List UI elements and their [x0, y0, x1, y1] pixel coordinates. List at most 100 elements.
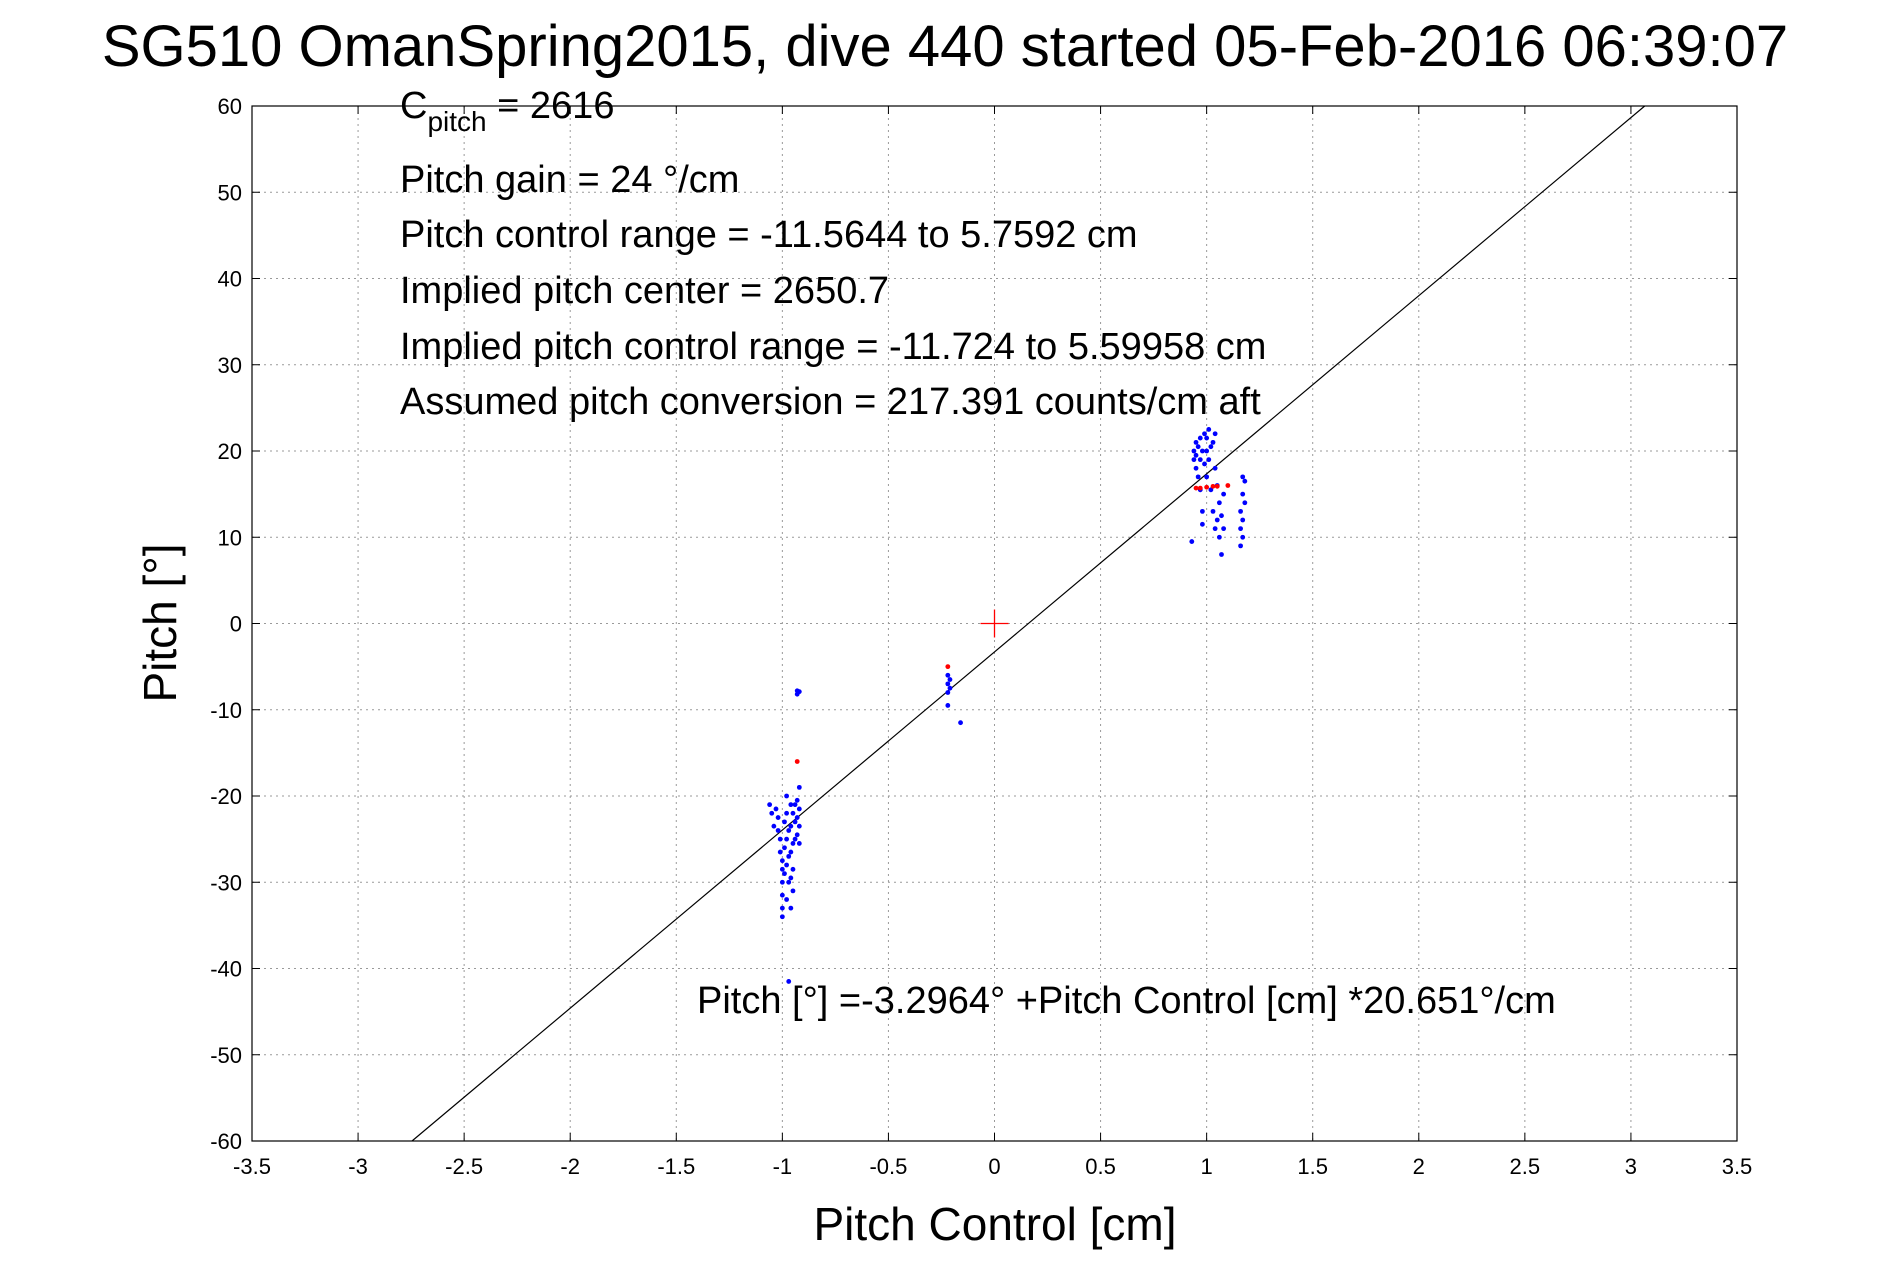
data-point	[794, 815, 800, 820]
plot-frame	[251, 105, 1738, 1142]
y-tick-label: 40	[218, 267, 242, 292]
y-tick-label: 60	[218, 94, 242, 119]
data-point	[792, 819, 798, 825]
data-point	[1242, 478, 1248, 484]
data-point	[794, 797, 800, 803]
data-point	[777, 849, 783, 855]
x-tick-label: 1.5	[1297, 1154, 1328, 1179]
fit-line-layer	[411, 105, 1646, 1142]
data-point	[792, 836, 798, 842]
data-point	[1206, 457, 1212, 463]
fit-equation-annotation: Pitch [°] =-3.2964° +Pitch Control [cm] …	[697, 980, 1556, 1022]
c-pitch-sub: pitch	[427, 106, 486, 137]
x-tick-label: 3.5	[1722, 1154, 1753, 1179]
x-tick-label: -2	[560, 1154, 580, 1179]
pitch-control-range-annotation: Pitch control range = -11.5644 to 5.7592…	[400, 214, 1138, 256]
x-tick-label: 2	[1413, 1154, 1425, 1179]
y-tick-label: 20	[218, 439, 242, 464]
data-point	[1219, 513, 1224, 519]
data-point	[1212, 526, 1218, 532]
x-tick-label: 2.5	[1510, 1154, 1541, 1179]
data-point	[1206, 427, 1212, 432]
data-point	[784, 836, 789, 842]
x-tick-label: 0.5	[1085, 1154, 1116, 1179]
x-tick-label: -0.5	[869, 1154, 907, 1179]
c-pitch-annotation: Cpitch = 2616	[400, 85, 614, 137]
y-tick-label: -10	[210, 698, 242, 723]
data-point	[1214, 517, 1220, 523]
data-point	[1240, 491, 1246, 497]
x-tick-label: -3	[348, 1154, 368, 1179]
data-point	[1221, 526, 1227, 532]
data-point	[796, 806, 802, 812]
data-point	[1216, 534, 1222, 540]
y-tick-label: -20	[210, 784, 242, 809]
y-tick-labels: -60 -50 -40 -30 -20 -10 0 10 20 30 40 50 60	[210, 94, 242, 1154]
data-point	[796, 784, 802, 790]
data-point	[1240, 534, 1246, 540]
data-point	[782, 871, 787, 877]
data-point	[786, 853, 792, 859]
data-point	[796, 689, 802, 695]
data-point	[779, 858, 785, 864]
x-tick-label: 3	[1625, 1154, 1637, 1179]
data-point	[1208, 487, 1214, 493]
flagged-data-point	[1214, 483, 1220, 489]
data-point	[1240, 474, 1246, 480]
data-point	[1221, 491, 1227, 497]
data-point	[784, 862, 789, 868]
flagged-data-point	[1225, 483, 1231, 488]
data-point	[784, 897, 789, 902]
data-point	[790, 888, 796, 894]
data-point	[1193, 452, 1199, 458]
data-point	[1238, 543, 1243, 549]
data-point	[945, 690, 951, 695]
y-tick-label: -30	[210, 870, 242, 895]
data-point	[788, 823, 794, 829]
implied-center-annotation: Implied pitch center = 2650.7	[400, 270, 889, 312]
data-point	[1208, 444, 1214, 450]
data-point	[773, 806, 779, 812]
x-tick-label: 1	[1201, 1154, 1213, 1179]
data-point	[769, 810, 775, 816]
data-point	[788, 905, 794, 911]
y-tick-label: -50	[210, 1043, 242, 1068]
data-point	[1216, 500, 1222, 506]
data-point	[779, 879, 785, 885]
x-tick-label: -1.5	[657, 1154, 695, 1179]
y-tick-label: 10	[218, 525, 242, 550]
y-tick-label: 50	[218, 180, 242, 205]
data-point	[788, 875, 794, 881]
data-point	[771, 823, 777, 829]
data-points-layer	[767, 427, 1248, 984]
data-point	[945, 681, 951, 687]
flagged-data-point	[794, 759, 800, 764]
y-tick-label: -40	[210, 957, 242, 982]
data-point	[1238, 526, 1243, 532]
data-point	[786, 979, 792, 984]
x-tick-label: -3.5	[233, 1154, 271, 1179]
grid-lines	[251, 105, 1738, 1142]
data-point	[945, 672, 951, 678]
data-point	[788, 849, 794, 855]
data-point	[779, 914, 785, 920]
flagged-data-point	[1210, 483, 1216, 489]
data-point	[1204, 448, 1210, 454]
data-point	[1189, 539, 1195, 544]
data-point	[784, 793, 789, 799]
data-point	[1210, 508, 1216, 514]
data-point	[782, 845, 787, 851]
data-point	[1242, 500, 1248, 506]
y-tick-label: 30	[218, 353, 242, 378]
data-point	[792, 802, 798, 808]
data-point	[1210, 439, 1216, 445]
data-point	[1212, 431, 1218, 437]
data-point	[1191, 457, 1197, 463]
data-point	[1238, 508, 1243, 514]
data-point	[1195, 444, 1201, 450]
data-point	[1204, 474, 1210, 480]
data-point	[1197, 435, 1203, 441]
data-point	[779, 892, 785, 898]
data-point	[945, 703, 951, 708]
data-point	[779, 866, 785, 872]
